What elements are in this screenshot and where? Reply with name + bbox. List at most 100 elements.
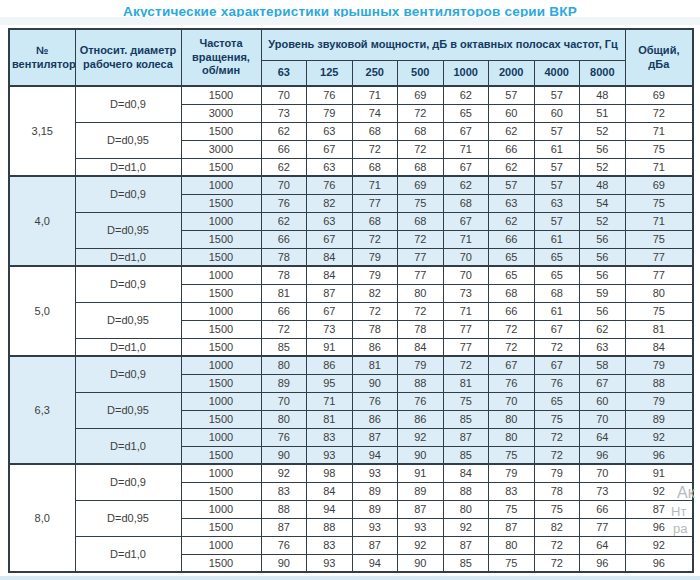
spl-value-cell: 87 xyxy=(352,536,398,554)
total-cell: 80 xyxy=(625,284,693,302)
spl-value-cell: 70 xyxy=(489,392,535,410)
spl-value-cell: 78 xyxy=(534,482,580,500)
spl-value-cell: 67 xyxy=(443,122,489,140)
header-freq-cell: 250 xyxy=(352,60,398,86)
total-cell: 84 xyxy=(625,338,693,356)
header-freq-cell: 63 xyxy=(261,60,307,86)
spl-value-cell: 72 xyxy=(534,338,580,356)
diameter-cell: D=d0,95 xyxy=(75,392,181,428)
spl-value-cell: 62 xyxy=(443,86,489,104)
spl-value-cell: 80 xyxy=(261,410,307,428)
spl-value-cell: 84 xyxy=(307,482,353,500)
spl-value-cell: 88 xyxy=(398,374,444,392)
table-row: 8,0D=d0,91000929893918479797091 xyxy=(9,464,693,482)
diameter-cell: D=d0,9 xyxy=(75,356,181,392)
spl-value-cell: 86 xyxy=(352,338,398,356)
spl-value-cell: 78 xyxy=(261,248,307,266)
table-row: D=d1,01000768387928780726492 xyxy=(9,428,693,446)
spl-value-cell: 68 xyxy=(398,122,444,140)
spl-value-cell: 72 xyxy=(443,356,489,374)
header-sound-power-group: Уровень звуковой мощности, дБ в октавных… xyxy=(261,29,625,60)
spl-value-cell: 78 xyxy=(352,320,398,338)
spl-value-cell: 79 xyxy=(534,464,580,482)
total-cell: 77 xyxy=(625,248,693,266)
spl-value-cell: 69 xyxy=(398,176,444,194)
spl-value-cell: 87 xyxy=(489,518,535,536)
spl-value-cell: 84 xyxy=(443,464,489,482)
spl-value-cell: 80 xyxy=(489,428,535,446)
speed-cell: 1500 xyxy=(181,320,261,338)
speed-cell: 1500 xyxy=(181,554,261,572)
speed-cell: 3000 xyxy=(181,140,261,158)
total-cell: 69 xyxy=(625,86,693,104)
table-row: D=d0,951000666772727166615675 xyxy=(9,302,693,320)
spl-value-cell: 52 xyxy=(580,122,626,140)
spl-value-cell: 68 xyxy=(443,194,489,212)
spl-value-cell: 87 xyxy=(352,428,398,446)
spl-value-cell: 77 xyxy=(443,320,489,338)
total-cell: 92 xyxy=(625,536,693,554)
spl-value-cell: 76 xyxy=(534,374,580,392)
spl-value-cell: 76 xyxy=(261,428,307,446)
diameter-cell: D=d0,95 xyxy=(75,302,181,338)
divider-strip xyxy=(0,17,700,25)
diameter-cell: D=d1,0 xyxy=(75,428,181,464)
spl-value-cell: 86 xyxy=(352,410,398,428)
spl-value-cell: 48 xyxy=(580,176,626,194)
spl-value-cell: 73 xyxy=(443,284,489,302)
diameter-cell: D=d0,9 xyxy=(75,176,181,212)
spl-value-cell: 92 xyxy=(398,428,444,446)
speed-cell: 1000 xyxy=(181,356,261,374)
main-header-row: № вентилятора Относит. диаметр рабочего … xyxy=(9,29,693,60)
total-cell: 91 xyxy=(625,464,693,482)
header-speed: Частота вращения, об/мин xyxy=(181,29,261,86)
spl-value-cell: 93 xyxy=(398,518,444,536)
spl-value-cell: 87 xyxy=(398,500,444,518)
spl-value-cell: 90 xyxy=(352,374,398,392)
spl-value-cell: 72 xyxy=(489,338,535,356)
speed-cell: 1000 xyxy=(181,302,261,320)
spl-value-cell: 65 xyxy=(489,248,535,266)
spl-value-cell: 83 xyxy=(307,428,353,446)
spl-value-cell: 68 xyxy=(398,158,444,176)
spl-value-cell: 77 xyxy=(580,518,626,536)
spl-value-cell: 56 xyxy=(580,140,626,158)
spl-value-cell: 67 xyxy=(307,140,353,158)
header-fan-number: № вентилятора xyxy=(9,29,75,86)
header-freq-cell: 500 xyxy=(398,60,444,86)
spl-value-cell: 69 xyxy=(398,86,444,104)
table-row: 3,15D=d0,91500707671696257574869 xyxy=(9,86,693,104)
spl-value-cell: 67 xyxy=(307,230,353,248)
total-cell: 71 xyxy=(625,212,693,230)
table-row: D=d0,951000626368686762575271 xyxy=(9,212,693,230)
total-cell: 79 xyxy=(625,392,693,410)
spl-value-cell: 81 xyxy=(307,410,353,428)
spl-value-cell: 72 xyxy=(534,446,580,464)
spl-value-cell: 71 xyxy=(352,86,398,104)
speed-cell: 1500 xyxy=(181,248,261,266)
spl-value-cell: 96 xyxy=(580,446,626,464)
spl-value-cell: 62 xyxy=(443,176,489,194)
spl-value-cell: 65 xyxy=(534,392,580,410)
speed-cell: 1000 xyxy=(181,266,261,284)
spl-value-cell: 88 xyxy=(307,518,353,536)
spl-value-cell: 72 xyxy=(398,302,444,320)
spl-value-cell: 66 xyxy=(261,140,307,158)
spl-value-cell: 61 xyxy=(534,230,580,248)
spl-value-cell: 96 xyxy=(580,554,626,572)
spl-value-cell: 66 xyxy=(580,500,626,518)
diameter-cell: D=d1,0 xyxy=(75,338,181,356)
spl-value-cell: 83 xyxy=(489,482,535,500)
table-row: D=d1,01000768387928780726492 xyxy=(9,536,693,554)
diameter-cell: D=d1,0 xyxy=(75,158,181,176)
spl-value-cell: 89 xyxy=(398,482,444,500)
total-cell: 72 xyxy=(625,104,693,122)
spl-value-cell: 98 xyxy=(307,464,353,482)
spl-value-cell: 82 xyxy=(307,194,353,212)
total-cell: 96 xyxy=(625,446,693,464)
spl-value-cell: 60 xyxy=(580,392,626,410)
spl-value-cell: 57 xyxy=(534,176,580,194)
spl-value-cell: 71 xyxy=(352,176,398,194)
spl-value-cell: 75 xyxy=(489,500,535,518)
spl-value-cell: 63 xyxy=(307,212,353,230)
